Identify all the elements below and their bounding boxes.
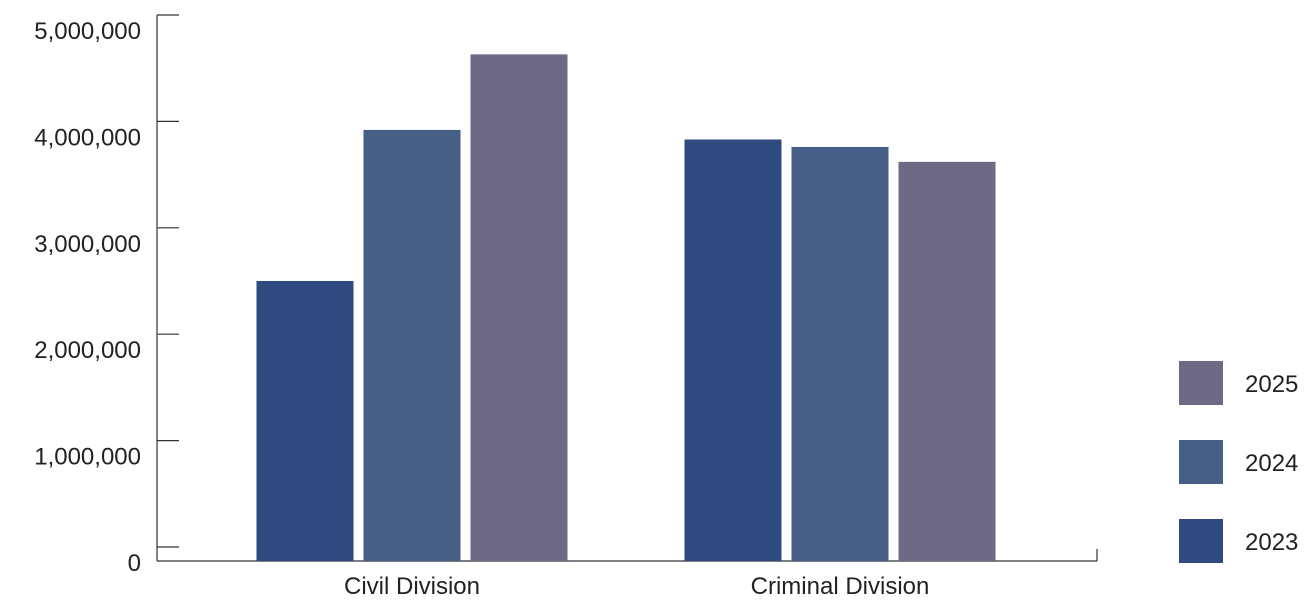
legend-label-2025: 2025 bbox=[1245, 371, 1298, 398]
y-tick-label: 4,000,000 bbox=[34, 124, 141, 151]
bar-criminal-division-2023 bbox=[684, 139, 782, 561]
y-tick-label: 3,000,000 bbox=[34, 231, 141, 258]
bar-civil-division-2025 bbox=[470, 54, 568, 561]
x-axis: Civil Division Criminal Division bbox=[157, 549, 1098, 600]
bar-civil-division-2024 bbox=[363, 129, 461, 562]
legend-label-2024: 2024 bbox=[1245, 450, 1298, 477]
legend-swatch-2023 bbox=[1179, 519, 1223, 563]
legend-swatch-2025 bbox=[1179, 361, 1223, 405]
y-tick-label: 1,000,000 bbox=[34, 444, 141, 471]
y-tick-label: 5,000,000 bbox=[34, 18, 141, 45]
bar-criminal-division-2025 bbox=[898, 161, 996, 561]
bar-civil-division-2023 bbox=[256, 281, 354, 561]
legend: 2025 2024 2023 bbox=[1179, 361, 1298, 563]
legend-label-2023: 2023 bbox=[1245, 529, 1298, 556]
legend-swatch-2024 bbox=[1179, 440, 1223, 484]
y-tick-label: 0 bbox=[128, 550, 141, 577]
bar-criminal-division-2024 bbox=[791, 146, 889, 561]
y-tick-label: 2,000,000 bbox=[34, 337, 141, 364]
bars bbox=[256, 54, 996, 562]
y-axis: 0 1,000,000 2,000,000 3,000,000 4,000,000 5,0… bbox=[34, 14, 179, 577]
x-category-label: Criminal Division bbox=[751, 573, 930, 600]
x-category-label: Civil Division bbox=[344, 573, 480, 600]
